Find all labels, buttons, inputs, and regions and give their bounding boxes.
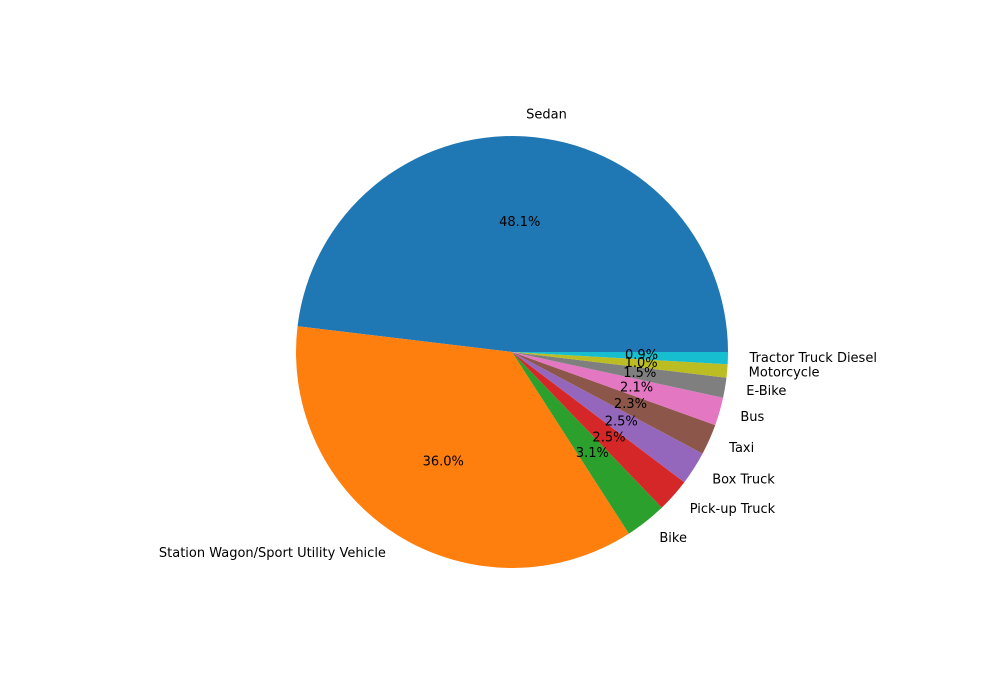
category-label: Bus bbox=[740, 410, 764, 425]
percent-label: 3.1% bbox=[576, 446, 609, 461]
category-label: Box Truck bbox=[712, 472, 775, 487]
category-label: Station Wagon/Sport Utility Vehicle bbox=[159, 546, 386, 561]
percent-label: 2.5% bbox=[605, 414, 638, 429]
percent-label: 2.3% bbox=[614, 397, 647, 412]
category-label: Tractor Truck Diesel bbox=[749, 351, 877, 366]
pie-slice-station-wagon-sport-utility-vehicle bbox=[296, 326, 629, 568]
category-label: Bike bbox=[659, 531, 687, 546]
percent-label: 0.9% bbox=[625, 348, 658, 363]
percent-label: 1.0% bbox=[625, 356, 658, 371]
pie-slices bbox=[296, 136, 728, 568]
pie-slice-bike bbox=[512, 352, 662, 534]
percent-label: 2.1% bbox=[620, 380, 653, 395]
percent-label: 2.5% bbox=[592, 431, 625, 446]
category-label: E-Bike bbox=[746, 384, 786, 399]
pie-slice-e-bike bbox=[512, 352, 727, 398]
percent-label: 1.5% bbox=[623, 366, 656, 381]
percent-label: 48.1% bbox=[499, 215, 540, 230]
category-label: Pick-up Truck bbox=[690, 502, 776, 517]
pie-slice-sedan bbox=[297, 136, 728, 352]
pie-slice-box-truck bbox=[512, 352, 703, 483]
pie-slice-bus bbox=[512, 352, 724, 426]
pie-slice-pick-up-truck bbox=[512, 352, 685, 508]
category-label: Motorcycle bbox=[749, 365, 820, 380]
category-labels: Sedan Station Wagon/Sport Utility Vehicle… bbox=[159, 107, 877, 561]
category-label: Sedan bbox=[526, 107, 567, 122]
pie-slice-taxi bbox=[512, 352, 716, 454]
percent-label: 36.0% bbox=[423, 454, 464, 469]
category-label: Taxi bbox=[728, 441, 754, 456]
percent-labels: 48.1%36.0%3.1%2.5%2.5%2.3%2.1%1.5%1.0%0.… bbox=[423, 215, 658, 469]
pie-slice-motorcycle bbox=[512, 352, 728, 378]
pie-slice-tractor-truck-diesel bbox=[512, 352, 728, 365]
